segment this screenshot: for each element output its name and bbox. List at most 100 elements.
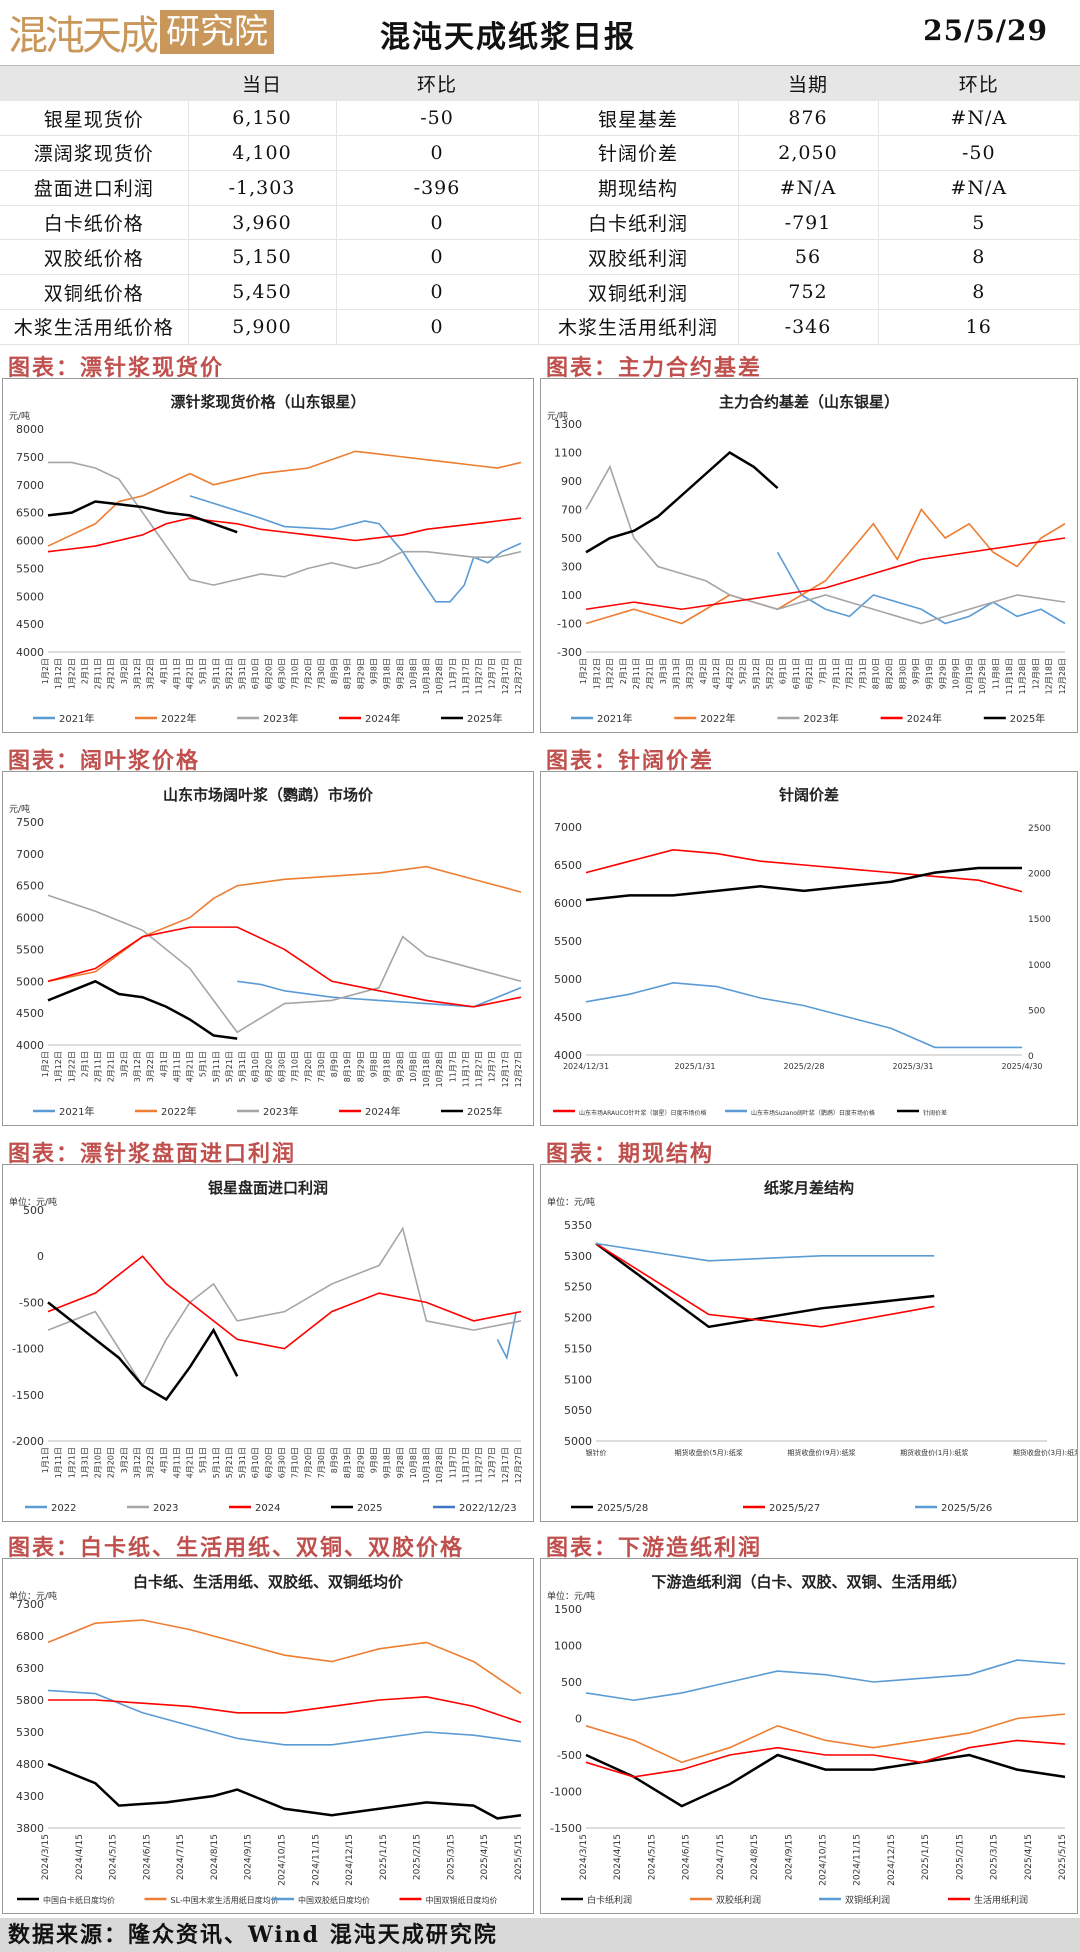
chart-title: 山东市场阔叶浆（鹦鹉）市场价 <box>163 786 374 804</box>
x-tick-label: 5月21日 <box>225 1051 234 1082</box>
series-line <box>595 1242 935 1328</box>
x-tick-label: 4月11日 <box>172 1051 181 1082</box>
x-tick-label: 12月18日 <box>1045 658 1054 694</box>
x-tick-label: 2024/11/15 <box>311 1834 321 1886</box>
chart-svg: 针阔价差 4000 4500 5000 5500 6000 6500 7000 0 500 1000… <box>553 786 1051 1117</box>
logo: 混沌天成 研究院 <box>8 8 274 59</box>
x-tick-label: 3月13日 <box>672 658 681 689</box>
legend-label: 中国双铜纸日度均价 <box>426 1895 498 1905</box>
y-tick-label: 7500 <box>16 451 44 464</box>
chart-paper-prices: 白卡纸、生活用纸、双胶纸、双铜纸均价 单位：元/吨 3800 4300 4800 5300… <box>2 1558 534 1914</box>
y-tick-label-right: 500 <box>1028 1006 1045 1016</box>
chart-svg: 主力合约基差（山东银星） 元/吨 -300 -100 100 300 500 700 900 11… <box>547 393 1067 725</box>
y-tick-label: 5100 <box>564 1373 592 1386</box>
table-cell: -1,303 <box>188 170 337 206</box>
x-tick-label: 12月17日 <box>501 658 510 694</box>
x-tick-label: 12月7日 <box>488 1447 497 1478</box>
series-line <box>585 848 1023 893</box>
chart-title: 下游造纸利润（白卡、双胶、双铜、生活用纸） <box>651 1573 966 1591</box>
y-tick-label: -300 <box>557 646 582 659</box>
x-tick-label: 6月20日 <box>264 1447 273 1478</box>
x-tick-label: 7月11日 <box>832 658 841 689</box>
x-tick-label: 2025/1/15 <box>921 1834 931 1880</box>
table-cell: -396 <box>336 170 539 206</box>
x-tick-label: 9月18日 <box>383 658 392 689</box>
y-tick-label: 7000 <box>16 479 44 492</box>
y-tick-label: 7000 <box>554 821 582 834</box>
legend-label: 2022年 <box>161 1105 196 1118</box>
x-tick-label: 8月9日 <box>330 1051 339 1077</box>
series-line <box>47 500 238 534</box>
table-cell: 盘面进口利润 <box>0 170 189 206</box>
table-cell: 752 <box>738 274 879 311</box>
logo-script: 混沌天成 <box>8 13 159 59</box>
y-tick-label: 3800 <box>16 1822 44 1835</box>
table-row: 白卡纸价格 3,960 0 白卡纸利润 -791 5 <box>0 205 1080 241</box>
x-tick-label: 1月22日 <box>67 658 76 689</box>
x-tick-label: 6月30日 <box>278 658 287 689</box>
x-tick-label: 3月12日 <box>133 1051 142 1082</box>
y-tick-label: 4000 <box>554 1049 582 1062</box>
x-tick-label: 10月18日 <box>422 1447 431 1483</box>
x-tick-label: 1月31日 <box>80 1447 89 1478</box>
table-cell: 双胶纸利润 <box>538 239 739 276</box>
x-tick-label: 11月17日 <box>461 1051 470 1087</box>
x-tick-label: 2024/3/15 <box>579 1834 589 1880</box>
y-tick-label: 900 <box>561 475 582 488</box>
x-tick-label: 9月19日 <box>925 658 934 689</box>
series-line <box>585 866 1022 902</box>
x-tick-label: 9月28日 <box>396 658 405 689</box>
series-line <box>237 980 522 1008</box>
x-tick-label: 2月1日 <box>80 658 89 684</box>
x-tick-label: 10月28日 <box>435 1051 444 1087</box>
table-cell: #N/A <box>738 170 879 206</box>
series-line <box>585 508 1066 625</box>
legend-label: 2021年 <box>59 1105 94 1118</box>
legend-label: 2022年 <box>700 712 735 725</box>
x-tick-label: 10月8日 <box>409 658 418 689</box>
table-cell: 漂阔浆现货价 <box>0 135 189 171</box>
x-tick-label: 5月21日 <box>225 658 234 689</box>
x-tick-label: 5月1日 <box>199 1447 208 1473</box>
y-tick-label: 5050 <box>564 1404 592 1417</box>
x-tick-label: 4月21日 <box>186 1051 195 1082</box>
x-tick-label: 9月18日 <box>383 1447 392 1478</box>
axis-unit: 元/吨 <box>9 410 30 422</box>
x-tick-label: 6月10日 <box>251 1051 260 1082</box>
y-tick-label: 7300 <box>16 1598 44 1611</box>
table-cell: #N/A <box>878 100 1080 137</box>
x-tick-label: 8月30日 <box>898 658 907 689</box>
chart-hardwood-price: 山东市场阔叶浆（鹦鹉）市场价 元/吨 4000 4500 5000 5500 6000 650… <box>2 771 534 1126</box>
x-tick-label: 6月10日 <box>251 658 260 689</box>
x-tick-label: 7月30日 <box>317 1051 326 1082</box>
x-tick-label: 3月22日 <box>146 1447 155 1478</box>
x-tick-label: 9月8日 <box>369 1447 378 1473</box>
legend-label: 山东市场ARAUCO针叶浆（银星）日度市场价格 <box>579 1109 706 1117</box>
series-line <box>47 865 522 983</box>
axis-unit: 元/吨 <box>9 803 30 815</box>
series-line <box>47 450 522 547</box>
x-tick-label: 10月29日 <box>978 658 987 694</box>
x-tick-label: 8月29日 <box>356 658 365 689</box>
x-tick-label: 6月20日 <box>264 1051 273 1082</box>
x-tick-label: 10月19日 <box>965 658 974 694</box>
table-cell: 银星现货价 <box>0 100 189 137</box>
chart-import-profit: 银星盘面进口利润 单位：元/吨 -2000 -1500 -1000 -500 0 500 1月1… <box>2 1164 534 1522</box>
table-cell: -346 <box>738 309 879 345</box>
x-tick-label: 2025/5/15 <box>1058 1834 1068 1880</box>
y-tick-label: 8000 <box>16 423 44 436</box>
table-row: 双铜纸价格 5,450 0 双铜纸利润 752 8 <box>0 274 1080 311</box>
y-tick-label: 5000 <box>564 1435 592 1448</box>
chart-title: 白卡纸、生活用纸、双胶纸、双铜纸均价 <box>133 1573 404 1591</box>
x-tick-label: 6月11日 <box>792 658 801 689</box>
x-tick-label: 11月28日 <box>1018 658 1027 694</box>
report-date: 25/5/29 <box>923 14 1048 47</box>
x-tick-label: 2月1日 <box>80 1051 89 1077</box>
y-tick-label: 7000 <box>16 848 44 861</box>
legend-label: 2025/5/28 <box>597 1503 648 1514</box>
table-cell: 双铜纸价格 <box>0 274 189 311</box>
x-tick-label: 2025/3/15 <box>446 1834 456 1880</box>
table-cell: 双铜纸利润 <box>538 274 739 311</box>
y-tick-label: 5150 <box>564 1342 592 1355</box>
legend-label: 2025年 <box>467 712 502 725</box>
